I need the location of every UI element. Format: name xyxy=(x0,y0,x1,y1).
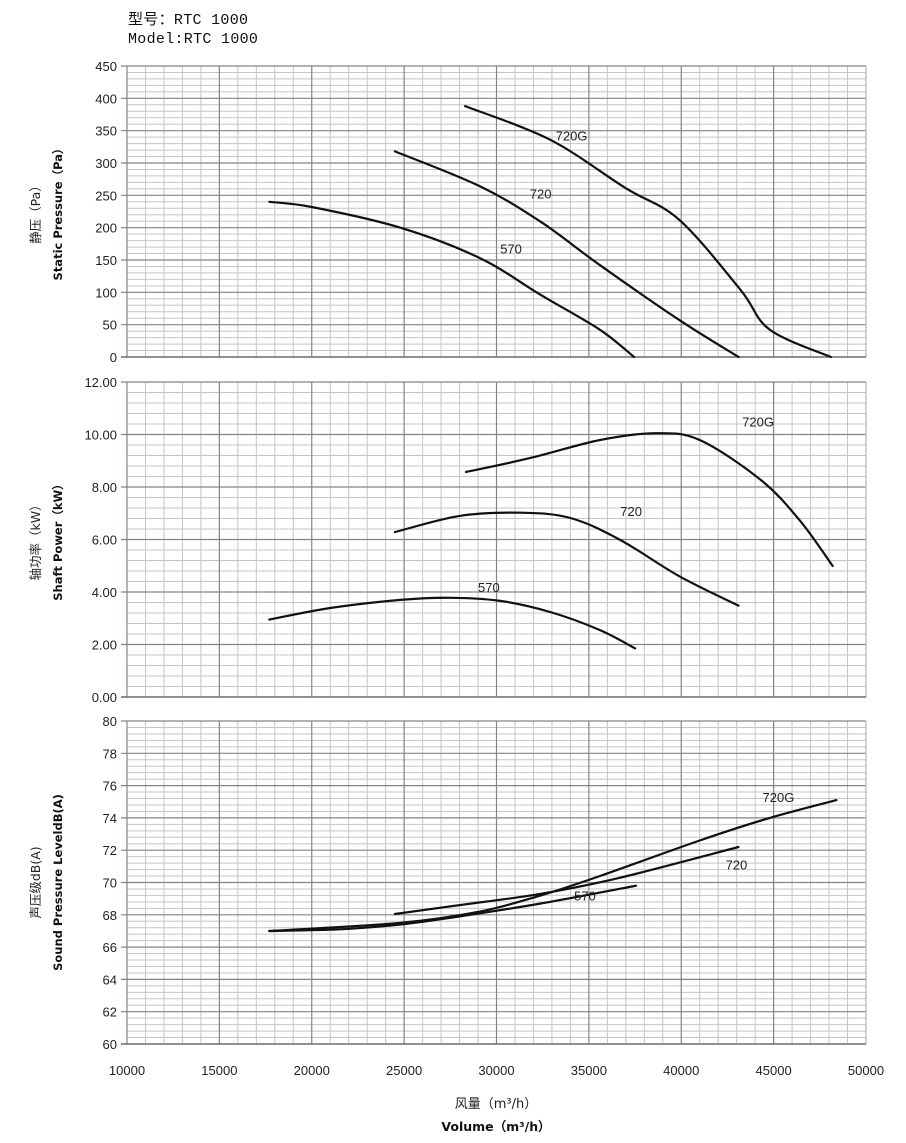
x-tick-label: 50000 xyxy=(848,1063,884,1078)
y-tick-label: 66 xyxy=(103,940,117,955)
y-axis-label-en: Static Pressure（Pa） xyxy=(51,143,65,281)
y-tick-label: 450 xyxy=(95,59,117,74)
y-tick-label: 0 xyxy=(110,350,117,365)
y-tick-label: 300 xyxy=(95,156,117,171)
series-line-720 xyxy=(393,511,740,607)
curve-label-570: 570 xyxy=(500,242,522,257)
x-tick-label: 15000 xyxy=(201,1063,237,1078)
curve-label-570: 570 xyxy=(574,888,596,903)
y-tick-label: 12.00 xyxy=(84,375,117,390)
sound-pressure-panel: 60 62 64 66 68 70 72 74 76 78 80 声压级dB(A) Sound Pres… xyxy=(28,714,867,1052)
y-tick-label: 62 xyxy=(103,1005,117,1020)
y-axis-label-en: Sound Pressure LeveldB(A) xyxy=(51,794,65,971)
series-line-570 xyxy=(268,200,636,359)
y-tick-label: 6.00 xyxy=(92,533,117,548)
y-tick-label: 70 xyxy=(103,876,117,891)
y-tick-label: 76 xyxy=(103,779,117,794)
y-tick-label: 4.00 xyxy=(92,585,117,600)
shaft-power-panel: 0.00 2.00 4.00 6.00 8.00 10.00 12.00 轴功率（kW） Sha… xyxy=(28,375,867,705)
curve-label-720g: 720G xyxy=(556,128,588,143)
y-tick-label: 2.00 xyxy=(92,638,117,653)
curve-label-720g: 720G xyxy=(742,415,774,430)
series-line-720 xyxy=(393,150,740,359)
y-axis-label-cn: 静压（Pa） xyxy=(28,179,43,244)
x-axis-label-cn: 风量（m³/h） xyxy=(455,1097,538,1112)
y-tick-label: 78 xyxy=(103,746,117,761)
x-axis-ticks: 10000 15000 20000 25000 30000 35000 40000 45000… xyxy=(109,1063,884,1078)
y-axis-label-cn: 声压级dB(A) xyxy=(28,846,43,918)
x-tick-label: 45000 xyxy=(756,1063,792,1078)
x-tick-label: 20000 xyxy=(294,1063,330,1078)
static-pressure-panel: 0 50 100 150 200 250 300 350 400 450 静压（Pa） Static … xyxy=(28,59,867,365)
y-tick-label: 8.00 xyxy=(92,480,117,495)
model-title-en: Model:RTC 1000 xyxy=(128,31,259,48)
x-tick-label: 10000 xyxy=(109,1063,145,1078)
y-axis-label-cn: 轴功率（kW） xyxy=(28,498,43,580)
x-axis-label-en: Volume（m³/h） xyxy=(441,1119,550,1134)
curve-label-720: 720 xyxy=(726,858,748,873)
y-axis-label-en: Shaft Power（kW） xyxy=(51,478,65,601)
series-line-720g xyxy=(464,105,832,359)
y-tick-label: 400 xyxy=(95,91,117,106)
y-tick-label: 350 xyxy=(95,124,117,139)
series-line-720g xyxy=(464,432,834,568)
y-tick-label: 64 xyxy=(103,972,117,987)
y-tick-label: 200 xyxy=(95,221,117,236)
x-tick-label: 35000 xyxy=(571,1063,607,1078)
curve-label-720: 720 xyxy=(530,187,552,202)
series-line-570 xyxy=(268,596,637,650)
curve-label-720g: 720G xyxy=(763,790,795,805)
curve-label-570: 570 xyxy=(478,580,500,595)
x-tick-label: 40000 xyxy=(663,1063,699,1078)
y-tick-label: 72 xyxy=(103,843,117,858)
x-tick-label: 25000 xyxy=(386,1063,422,1078)
series-line-720g xyxy=(268,799,838,933)
y-tick-label: 60 xyxy=(103,1037,117,1052)
y-tick-label: 68 xyxy=(103,908,117,923)
y-tick-label: 74 xyxy=(103,811,117,826)
y-tick-label: 250 xyxy=(95,188,117,203)
y-tick-label: 10.00 xyxy=(84,428,117,443)
y-tick-label: 80 xyxy=(103,714,117,729)
y-tick-label: 50 xyxy=(103,318,117,333)
curve-label-720: 720 xyxy=(620,504,642,519)
model-title-cn: 型号：RTC 1000 xyxy=(128,12,249,29)
y-tick-label: 150 xyxy=(95,253,117,268)
x-tick-label: 30000 xyxy=(478,1063,514,1078)
y-tick-label: 0.00 xyxy=(92,690,117,705)
y-tick-label: 100 xyxy=(95,285,117,300)
